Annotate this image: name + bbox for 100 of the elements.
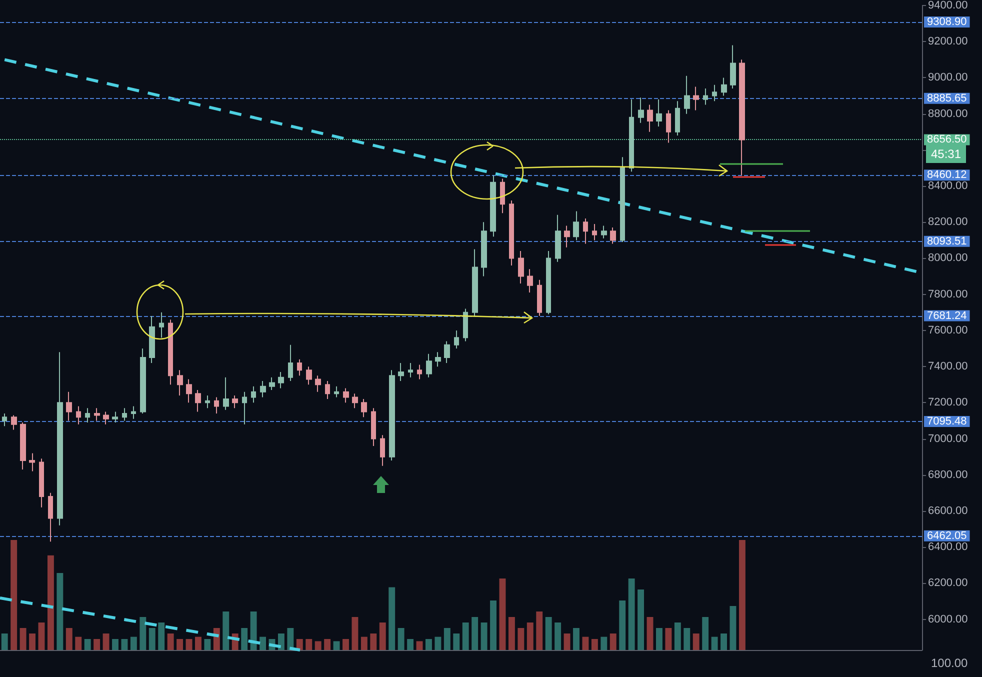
bar (554, 622, 562, 650)
bar (1, 634, 8, 650)
bar (526, 622, 534, 650)
candlestick (76, 406, 81, 425)
candlestick (269, 376, 275, 391)
bar (370, 634, 377, 650)
bar (10, 540, 18, 650)
bar (730, 606, 736, 650)
bar (472, 617, 478, 650)
candlestick (629, 98, 634, 172)
bar (388, 587, 396, 650)
bar (130, 636, 137, 650)
bar (186, 639, 192, 650)
candlestick (186, 378, 192, 404)
bar (582, 636, 589, 650)
candlestick (242, 391, 247, 425)
candlestick (177, 370, 183, 396)
ref-line-label: 8656.50 (927, 134, 967, 146)
candlestick (463, 308, 468, 342)
candlestick (693, 86, 699, 111)
y-tick-label: 8400.00 (928, 180, 968, 192)
candlestick (103, 411, 109, 425)
bar (628, 578, 635, 650)
bar (656, 628, 662, 650)
candlestick (205, 394, 210, 409)
ref-line-label: 6462.05 (927, 530, 967, 542)
candlestick (481, 222, 487, 277)
candlestick (555, 214, 561, 262)
bar (314, 641, 322, 650)
candlestick (739, 59, 745, 176)
bar (600, 636, 608, 650)
candlestick (380, 434, 385, 466)
bar (702, 617, 709, 650)
candlestick (537, 279, 542, 316)
bar (738, 540, 746, 650)
bar (453, 634, 460, 650)
bar (38, 622, 45, 650)
candlestick (490, 174, 496, 238)
candlestick (352, 393, 358, 409)
y-tick-label: 6600.00 (928, 504, 968, 517)
candlestick (306, 366, 312, 386)
candlestick (140, 348, 146, 414)
ref-line-label: 9308.90 (927, 16, 967, 28)
y-tick-label: 7800.00 (928, 288, 968, 300)
bar (573, 628, 580, 650)
bar (241, 628, 248, 650)
candlestick (592, 223, 597, 241)
candlestick (195, 390, 201, 412)
bar (94, 639, 100, 650)
candlestick (315, 375, 321, 392)
ref-line-label: 7681.24 (927, 310, 967, 322)
bar (20, 628, 26, 650)
candlestick (684, 75, 690, 114)
bar (333, 641, 340, 650)
candlestick (454, 330, 459, 350)
bar (112, 639, 118, 650)
candlestick (500, 178, 505, 214)
ref-line-label: 8460.12 (927, 169, 967, 182)
candlestick (278, 371, 284, 389)
bar (260, 636, 266, 650)
candlestick (232, 394, 238, 409)
bar (591, 639, 598, 650)
bar (674, 622, 681, 650)
candlestick (66, 391, 72, 422)
candlestick (703, 88, 708, 106)
bar (564, 634, 570, 650)
candlestick (435, 352, 441, 368)
bar (102, 634, 110, 650)
candlestick (29, 452, 35, 472)
ref-line-label: 7095.48 (927, 416, 967, 428)
candlestick (721, 77, 727, 96)
candlestick (39, 458, 44, 508)
y-tick-label: 6000.00 (928, 613, 968, 626)
y-tick-label: 8800.00 (928, 108, 968, 120)
candlestick (546, 250, 551, 315)
bar (480, 622, 488, 650)
y-tick-label: 8200.00 (928, 216, 968, 228)
bar (407, 639, 414, 650)
bar (545, 617, 552, 650)
candlestick (325, 380, 330, 400)
candlestick (509, 200, 514, 266)
bar (518, 628, 524, 650)
bar (287, 628, 294, 650)
bar (665, 628, 672, 650)
ref-line-label: 8093.51 (927, 235, 967, 248)
candlestick (149, 316, 155, 364)
candlestick (288, 344, 293, 382)
bar (499, 578, 506, 650)
bar (140, 617, 146, 650)
bar (444, 628, 450, 650)
bar (29, 634, 36, 650)
y-tick-label: 6200.00 (928, 577, 968, 590)
bar (711, 636, 718, 650)
candlestick (527, 268, 533, 294)
bar (416, 641, 423, 650)
candlestick (297, 358, 302, 376)
candlestick (11, 414, 17, 430)
bar (121, 639, 128, 650)
bar (204, 639, 211, 650)
y-tick-label: 7200.00 (928, 396, 968, 409)
